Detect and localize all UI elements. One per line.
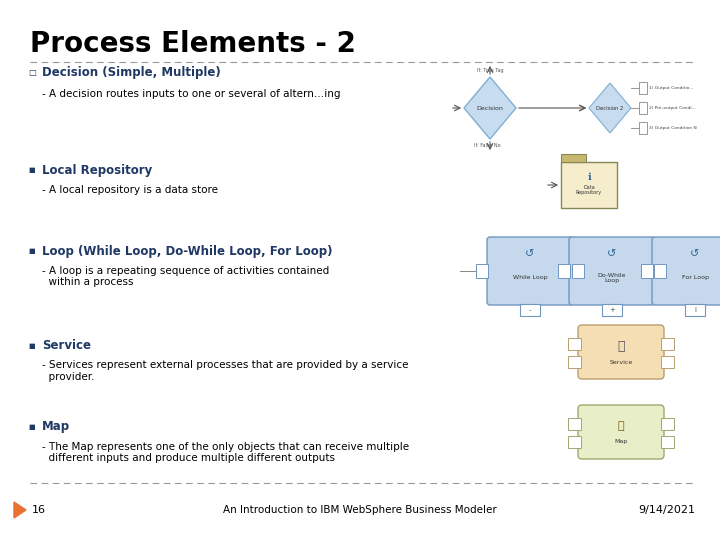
Text: If: True Tag: If: True Tag: [477, 68, 503, 73]
FancyBboxPatch shape: [578, 405, 664, 459]
Text: 16: 16: [32, 505, 46, 515]
Text: - A local repository is a data store: - A local repository is a data store: [42, 185, 218, 195]
Bar: [520, 304, 540, 316]
Text: 1) Output Conditio...: 1) Output Conditio...: [649, 86, 693, 90]
Text: If: False No: If: False No: [474, 143, 500, 148]
Text: An Introduction to IBM WebSphere Business Modeler: An Introduction to IBM WebSphere Busines…: [223, 505, 497, 515]
Polygon shape: [589, 83, 631, 133]
Text: ℹ: ℹ: [587, 172, 591, 182]
Text: Do-While
Loop: Do-While Loop: [598, 273, 626, 284]
Text: Map: Map: [42, 420, 70, 433]
Text: - The Map represents one of the only objects that can receive multiple
  differe: - The Map represents one of the only obj…: [42, 442, 409, 463]
Bar: [661, 436, 674, 448]
Polygon shape: [14, 502, 26, 518]
Text: ■: ■: [28, 423, 35, 430]
Text: Process Elements - 2: Process Elements - 2: [30, 30, 356, 58]
FancyBboxPatch shape: [487, 237, 573, 305]
FancyBboxPatch shape: [578, 325, 664, 379]
Text: Decision (Simple, Multiple): Decision (Simple, Multiple): [42, 66, 221, 79]
Bar: [639, 122, 647, 134]
Text: Decision: Decision: [477, 105, 503, 111]
FancyBboxPatch shape: [652, 237, 720, 305]
Bar: [568, 418, 581, 430]
Text: Service: Service: [42, 339, 91, 352]
Text: For Loop: For Loop: [682, 275, 708, 280]
Text: □: □: [28, 69, 36, 77]
Text: +: +: [609, 307, 615, 313]
Text: - Services represent external processes that are provided by a service
  provide: - Services represent external processes …: [42, 360, 408, 382]
Bar: [568, 338, 581, 350]
Text: -: -: [528, 307, 531, 313]
Bar: [476, 264, 488, 278]
Text: 🗺: 🗺: [618, 421, 624, 431]
Bar: [561, 154, 586, 162]
Text: - A loop is a repeating sequence of activities contained
  within a process: - A loop is a repeating sequence of acti…: [42, 266, 329, 287]
Bar: [639, 102, 647, 114]
Bar: [661, 418, 674, 430]
Bar: [558, 264, 570, 278]
Text: Data
Repository: Data Repository: [576, 185, 602, 195]
Bar: [661, 356, 674, 368]
Text: ■: ■: [28, 248, 35, 254]
Bar: [654, 264, 666, 278]
Text: Decision 2: Decision 2: [596, 105, 624, 111]
Text: ■: ■: [28, 342, 35, 349]
Polygon shape: [464, 77, 516, 139]
Text: i: i: [694, 307, 696, 313]
Text: Map: Map: [614, 440, 628, 444]
Bar: [602, 304, 622, 316]
Bar: [685, 304, 705, 316]
Bar: [639, 82, 647, 94]
Text: 9/14/2021: 9/14/2021: [638, 505, 695, 515]
Text: While Loop: While Loop: [513, 275, 547, 280]
FancyBboxPatch shape: [569, 237, 655, 305]
Bar: [661, 338, 674, 350]
Text: Local Repository: Local Repository: [42, 164, 152, 177]
Bar: [568, 356, 581, 368]
Text: ■: ■: [28, 167, 35, 173]
Text: ↺: ↺: [607, 249, 617, 259]
Text: 2) Pre-output Condi...: 2) Pre-output Condi...: [649, 106, 696, 110]
Bar: [568, 436, 581, 448]
Text: Service: Service: [609, 360, 633, 365]
Text: - A decision routes inputs to one or several of altern…ing: - A decision routes inputs to one or sev…: [42, 89, 341, 99]
Text: ↺: ↺: [690, 249, 700, 259]
Bar: [641, 264, 653, 278]
Text: Loop (While Loop, Do-While Loop, For Loop): Loop (While Loop, Do-While Loop, For Loo…: [42, 245, 333, 258]
Text: ↺: ↺: [526, 249, 535, 259]
Bar: [572, 264, 584, 278]
FancyBboxPatch shape: [561, 162, 617, 208]
Text: 3) Output Condition N: 3) Output Condition N: [649, 126, 697, 130]
Text: ⛹: ⛹: [617, 340, 625, 353]
